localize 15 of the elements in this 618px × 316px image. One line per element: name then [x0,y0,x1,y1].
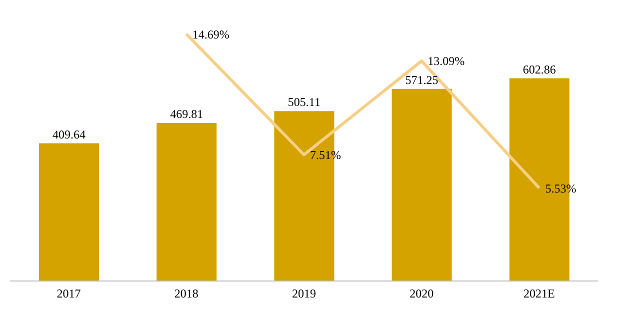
x-tick-label: 2019 [292,286,316,301]
x-tick-label: 2021E [524,286,555,301]
data-label: 571.25 [405,72,438,87]
data-label: 602.86 [522,62,556,76]
data-label: 469.81 [170,107,204,122]
bar [156,123,217,281]
data-label: 14.69% [192,27,230,42]
x-tick-label: 2018 [174,286,198,301]
x-tick-label: 2017 [56,286,81,301]
bar [39,143,99,281]
data-label: 13.09% [428,54,465,68]
data-label: 505.11 [288,95,320,110]
bar [392,88,452,281]
x-tick-label: 2020 [410,286,434,301]
data-label: 409.64 [52,127,86,142]
